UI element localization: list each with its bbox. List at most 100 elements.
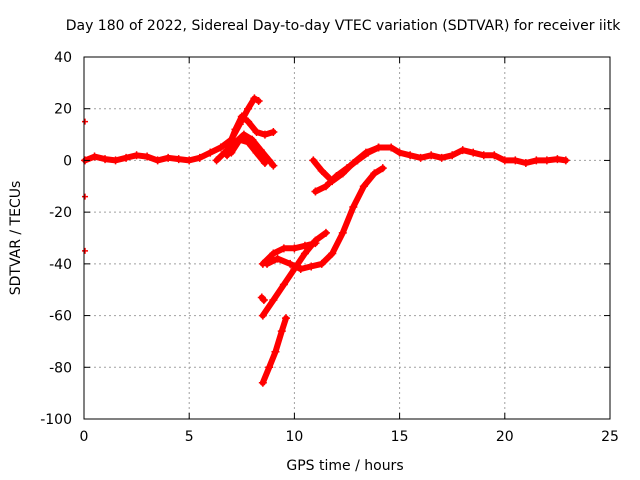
data-point	[258, 311, 267, 320]
series-track	[263, 164, 387, 274]
data-point	[511, 156, 520, 165]
data-point	[260, 130, 269, 139]
data-point	[206, 148, 215, 157]
y-tick-label: -100	[40, 412, 72, 428]
data-point	[254, 96, 263, 105]
data-point	[244, 117, 253, 126]
data-point	[343, 164, 351, 173]
y-tick-label: -80	[49, 360, 72, 376]
data-point	[387, 143, 396, 152]
data-point	[307, 262, 316, 271]
data-point	[406, 151, 415, 160]
data-point	[328, 249, 337, 258]
data-point	[90, 152, 99, 161]
series-track	[311, 143, 383, 196]
data-point	[532, 156, 541, 165]
edge-point	[82, 193, 88, 200]
data-point	[239, 130, 248, 139]
data-point	[269, 127, 278, 136]
x-tick-label: 5	[185, 429, 194, 445]
y-tick-label: -60	[49, 309, 72, 325]
data-point	[290, 244, 299, 253]
x-tick-label: 15	[391, 429, 409, 445]
data-point	[269, 296, 278, 305]
y-tick-label: -40	[49, 257, 72, 273]
edge-point	[82, 118, 88, 125]
series-track	[257, 293, 268, 305]
data-point	[378, 164, 387, 173]
data-point	[265, 363, 274, 372]
data-point	[227, 148, 236, 157]
data-point	[132, 151, 141, 160]
data-point	[153, 156, 162, 165]
y-tick-label: 40	[54, 50, 72, 66]
data-point	[174, 155, 183, 164]
data-point	[311, 187, 320, 196]
data-point	[317, 166, 326, 175]
x-tick-label: 0	[80, 429, 89, 445]
data-point	[258, 378, 267, 387]
data-point	[364, 148, 373, 157]
series-line	[264, 165, 386, 272]
data-point	[235, 135, 244, 144]
data-point	[300, 249, 309, 258]
y-tick-label: -20	[49, 205, 72, 221]
data-point	[321, 182, 330, 191]
data-point	[244, 104, 253, 113]
data-point	[370, 169, 379, 178]
data-point	[490, 151, 499, 160]
data-point	[469, 148, 478, 157]
data-point	[143, 152, 152, 161]
data-point	[479, 151, 488, 160]
data-point	[561, 156, 570, 165]
data-point	[521, 159, 530, 168]
data-point	[195, 153, 204, 162]
data-point	[237, 112, 246, 121]
data-point	[216, 143, 225, 152]
y-axis-label: SDTVAR / TECUs	[8, 181, 24, 296]
data-point	[542, 156, 551, 165]
data-point	[164, 153, 173, 162]
data-point	[252, 148, 261, 157]
data-point	[250, 94, 259, 103]
data-point	[212, 156, 221, 165]
edge-point	[82, 247, 88, 254]
data-point	[332, 171, 341, 180]
data-point	[273, 254, 282, 263]
x-axis-label: GPS time / hours	[286, 458, 403, 474]
data-point	[317, 259, 326, 268]
data-point	[244, 138, 253, 147]
y-tick-label: 0	[63, 153, 72, 169]
y-tick-label: 20	[54, 102, 72, 118]
x-tick-label: 25	[601, 429, 619, 445]
chart-title: Day 180 of 2022, Sidereal Day-to-day VTE…	[66, 18, 621, 34]
data-point	[185, 156, 194, 165]
data-point	[269, 161, 278, 170]
data-point	[349, 202, 358, 211]
data-point	[260, 159, 269, 168]
data-point	[309, 156, 318, 165]
data-point	[374, 143, 383, 152]
data-point	[252, 127, 261, 136]
data-point	[395, 148, 404, 157]
x-tick-label: 20	[496, 429, 514, 445]
data-point	[359, 182, 368, 191]
data-point	[296, 265, 305, 274]
data-point	[269, 249, 278, 258]
data-point	[279, 244, 288, 253]
plot-frame	[83, 56, 611, 420]
data-point	[437, 153, 446, 162]
data-point	[286, 259, 295, 268]
x-tick-label: 10	[285, 429, 303, 445]
data-point	[458, 146, 467, 155]
data-point	[416, 153, 425, 162]
data-point	[281, 314, 290, 323]
data-point	[427, 151, 436, 160]
data-point	[101, 155, 110, 164]
x-axis-ticks: 0 5 10 15 20 25	[80, 57, 619, 445]
data-point	[448, 151, 457, 160]
data-point	[271, 347, 280, 356]
y-axis-ticks: -100 -80 -60 -40 -20 0 20 40	[40, 50, 610, 428]
data-point	[353, 156, 362, 165]
